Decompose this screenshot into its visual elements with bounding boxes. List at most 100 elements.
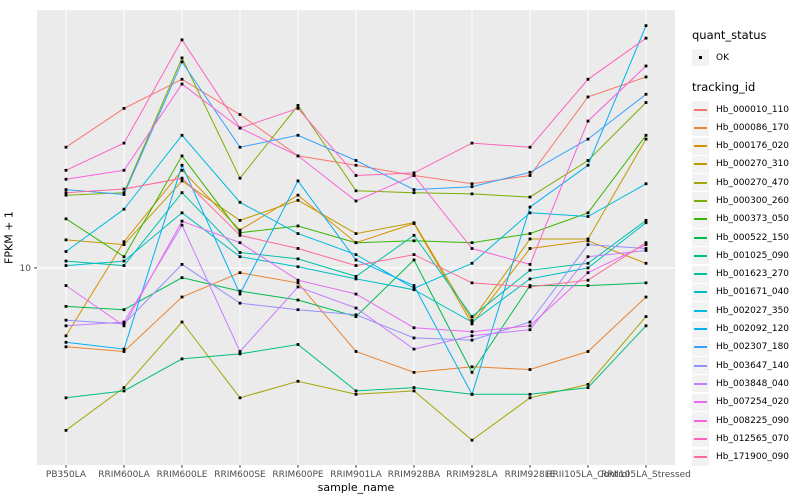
legend-item-quant-ok: OK: [692, 49, 798, 66]
data-point: [296, 285, 300, 289]
data-point: [644, 137, 648, 141]
data-point: [64, 396, 68, 400]
data-point: [238, 241, 242, 245]
data-point: [238, 271, 242, 275]
data-point: [644, 36, 648, 40]
legend-label: Hb_001623_270: [716, 269, 790, 280]
data-point: [122, 350, 126, 353]
line-swatch-icon: [694, 236, 707, 239]
data-point: [180, 223, 184, 227]
data-point: [64, 340, 68, 344]
data-point: [528, 263, 532, 266]
legend-key-box: [692, 229, 709, 247]
x-tick-label: RRIM901LA: [330, 470, 382, 480]
legend-title-quant-status: quant_status: [692, 28, 767, 42]
line-swatch-icon: [694, 199, 707, 202]
data-point: [238, 251, 242, 254]
legend: quant_status OK tracking_id Hb_000010_11…: [692, 28, 798, 467]
data-point: [412, 336, 416, 340]
data-point: [644, 218, 648, 222]
data-point: [238, 145, 242, 149]
legend-label: Hb_000522_150: [716, 232, 790, 243]
data-point: [64, 177, 68, 181]
data-point: [238, 231, 242, 235]
data-point: [64, 250, 68, 253]
data-point: [238, 292, 242, 296]
data-point: [354, 232, 358, 235]
data-point: [354, 313, 358, 317]
legend-item-tracking-id: Hb_001025_090: [692, 247, 798, 265]
data-point: [586, 163, 590, 167]
data-point: [122, 193, 126, 196]
x-tick-label: RRIM928LE: [505, 470, 556, 480]
data-point: [354, 159, 358, 162]
legend-label: Hb_002307_180: [716, 342, 790, 353]
data-point: [122, 386, 126, 390]
data-point: [180, 179, 184, 183]
legend-key-box: [692, 247, 709, 265]
x-tick-label: RRII105LA_Control: [546, 470, 629, 480]
data-point: [354, 174, 358, 177]
legend-key-box: [692, 192, 709, 210]
line-swatch-icon: [694, 163, 707, 166]
data-point: [122, 308, 126, 312]
line-swatch-icon: [694, 419, 707, 422]
data-point: [644, 249, 648, 252]
line-swatch-icon: [694, 309, 707, 312]
legend-label: Hb_012565_070: [716, 433, 790, 444]
legend-item-tracking-id: Hb_000010_110: [692, 101, 798, 118]
data-point: [64, 168, 68, 172]
data-point: [470, 318, 474, 322]
data-point: [180, 38, 184, 42]
data-point: [238, 113, 242, 116]
data-point: [586, 271, 590, 275]
legend-key-box: [692, 101, 709, 118]
data-point: [296, 379, 300, 383]
data-point: [238, 233, 242, 237]
data-point: [180, 77, 184, 81]
data-point: [470, 370, 474, 374]
data-point: [412, 370, 416, 374]
legend-key-box: [692, 210, 709, 228]
data-point: [296, 257, 300, 261]
legend-item-tracking-id: Hb_002092_120: [692, 320, 798, 338]
data-point: [180, 133, 184, 137]
line-swatch-icon: [694, 456, 707, 459]
line-swatch-icon: [694, 382, 707, 385]
legend-label: Hb_002092_120: [716, 324, 790, 335]
x-tick-label: RRIM600PE: [272, 470, 324, 480]
data-point: [470, 247, 474, 250]
data-point: [180, 357, 184, 361]
data-point: [528, 324, 532, 328]
data-point: [470, 192, 474, 196]
series-points: [64, 24, 648, 442]
legend-label: Hb_008225_090: [716, 415, 790, 426]
data-point: [528, 328, 532, 332]
data-point: [238, 396, 242, 400]
data-point: [122, 264, 126, 267]
data-point: [122, 389, 126, 393]
data-point: [412, 258, 416, 262]
data-point: [528, 392, 532, 396]
x-tick-label: RRIM600SE: [214, 470, 266, 480]
data-point: [644, 247, 648, 250]
data-point: [644, 101, 648, 104]
data-point: [470, 241, 474, 245]
data-point: [528, 211, 532, 215]
data-point: [64, 264, 68, 267]
data-point: [586, 239, 590, 243]
data-point: [296, 281, 300, 285]
data-point: [354, 264, 358, 267]
data-point: [354, 350, 358, 353]
data-point: [296, 298, 300, 302]
data-point: [64, 145, 68, 149]
data-point: [470, 185, 474, 189]
line-swatch-icon: [694, 181, 707, 184]
legend-label: Hb_003848_040: [716, 378, 790, 389]
data-point: [296, 278, 300, 282]
data-point: [238, 352, 242, 356]
data-point: [122, 191, 126, 195]
data-point: [644, 75, 648, 79]
legend-item-tracking-id: Hb_000373_050: [692, 210, 798, 228]
